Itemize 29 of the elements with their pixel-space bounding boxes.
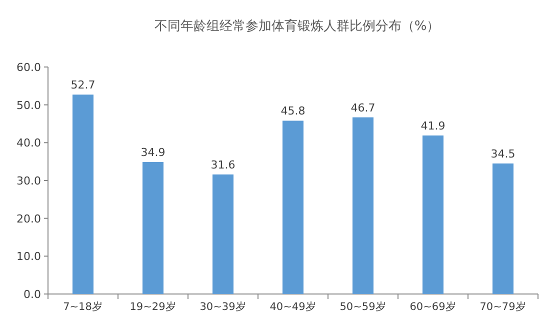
bar	[72, 94, 94, 294]
bar	[212, 174, 234, 294]
y-tick-label: 60.0	[16, 61, 41, 74]
data-label: 34.5	[490, 147, 516, 160]
y-tick-label: 30.0	[16, 174, 41, 188]
y-tick-label: 50.0	[16, 98, 41, 112]
data-label: 45.8	[280, 104, 306, 118]
y-tick-label: 20.0	[16, 212, 41, 226]
x-tick-label: 19~29岁	[130, 301, 176, 313]
x-tick-label: 50~59岁	[340, 301, 386, 313]
data-label: 52.7	[70, 78, 96, 92]
y-tick-label: 40.0	[16, 136, 41, 150]
bar	[142, 162, 164, 294]
data-label: 46.7	[350, 101, 376, 114]
data-label: 34.9	[140, 146, 166, 159]
bar	[422, 135, 444, 294]
bar	[282, 120, 304, 294]
data-label: 31.6	[210, 158, 236, 172]
bar	[352, 117, 374, 294]
x-tick-label: 60~69岁	[410, 301, 456, 313]
x-tick-label: 30~39岁	[200, 301, 246, 313]
chart-title: 不同年龄组经常参加体育锻炼人群比例分布（%）	[154, 18, 440, 34]
bar	[492, 163, 514, 294]
x-tick-label: 70~79岁	[480, 301, 526, 313]
y-tick-label: 0.0	[24, 288, 41, 301]
x-tick-label: 7~18岁	[63, 301, 103, 313]
y-tick-label: 10.0	[16, 250, 41, 264]
x-tick-label: 40~49岁	[270, 301, 316, 313]
data-label: 41.9	[420, 119, 446, 132]
